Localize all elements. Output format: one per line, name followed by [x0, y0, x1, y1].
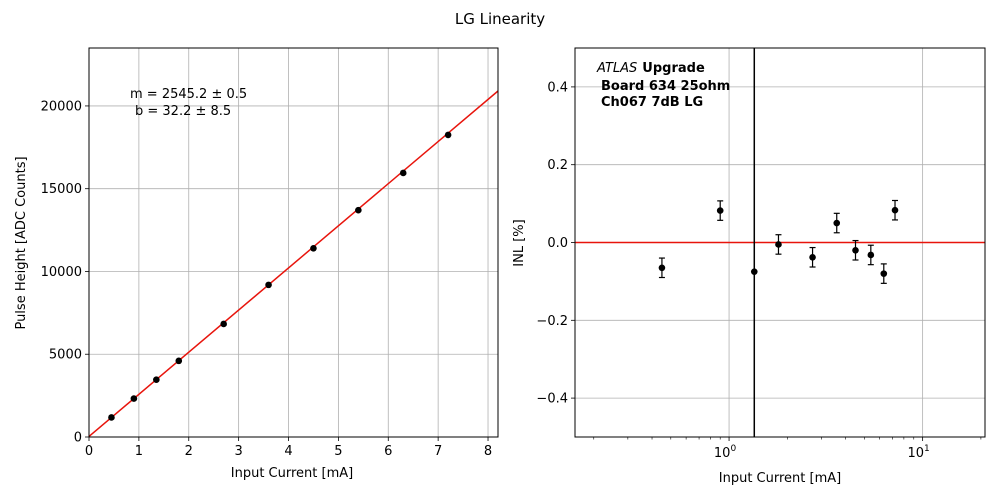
- left-y-ticks: 0 5000 10000 15000 20000: [41, 99, 89, 446]
- inl-data-point: [852, 246, 859, 254]
- inl-data-point: [867, 251, 875, 259]
- left-y-axis-label: Pulse Height [ADC Counts]: [14, 156, 29, 329]
- fit-intercept-annotation: b = 32.2 ± 8.5: [135, 104, 231, 119]
- data-point: [310, 244, 317, 252]
- left-x-ticks: 0 1 2 3 4 5 6 7 8: [85, 437, 492, 459]
- left-axes-frame: [88, 47, 499, 438]
- data-point: [153, 376, 160, 384]
- data-point: [444, 131, 452, 139]
- data-point: [175, 357, 183, 365]
- left-x-tick-label: 7: [434, 444, 442, 459]
- fit-slope-annotation: m = 2545.2 ± 0.5: [130, 87, 247, 102]
- left-y-tick-label: 0: [74, 431, 82, 446]
- right-y-tick-label: 0.0: [547, 236, 568, 251]
- linearity-plot: 0 1 2 3 4 5 6 7 8 0 5000 10000 15000 20000 Input Cur…: [14, 47, 499, 481]
- inl-data-point: [809, 253, 816, 261]
- atlas-label-bold: Upgrade: [642, 61, 705, 76]
- left-grid: [88, 48, 498, 438]
- left-x-tick-label: 0: [85, 444, 93, 459]
- data-point: [130, 395, 138, 402]
- inl-data-point: [716, 207, 724, 214]
- left-x-tick-label: 5: [334, 444, 342, 459]
- atlas-label: ATLAS Upgrade: [596, 61, 705, 76]
- left-x-axis-label: Input Current [mA]: [231, 466, 353, 481]
- data-point: [220, 320, 227, 328]
- right-y-tick-label: 0.2: [547, 158, 568, 173]
- left-x-tick-label: 3: [234, 444, 242, 459]
- figure-title: LG Linearity: [455, 10, 545, 28]
- right-x-axis-label: Input Current [mA]: [719, 471, 841, 486]
- right-y-tick-label: 0.4: [547, 80, 568, 95]
- left-x-tick-label: 6: [384, 444, 392, 459]
- data-point: [399, 169, 407, 177]
- right-data-points: [658, 199, 899, 284]
- right-y-ticks: −0.4 −0.2 0.0 0.2 0.4: [536, 80, 575, 407]
- left-x-tick-label: 2: [185, 444, 193, 459]
- atlas-label-italic: ATLAS: [596, 61, 637, 76]
- right-x-ticks: 100 101: [593, 437, 982, 461]
- inl-data-point: [658, 264, 666, 272]
- inl-data-point: [891, 206, 899, 214]
- channel-label: Ch067 7dB LG: [601, 95, 703, 110]
- left-y-tick-label: 20000: [41, 99, 82, 114]
- left-x-tick-label: 4: [284, 444, 292, 459]
- right-y-tick-label: −0.4: [536, 392, 568, 407]
- left-x-tick-label: 8: [484, 444, 492, 459]
- left-x-tick-label: 1: [135, 444, 143, 459]
- right-y-axis-label: INL [%]: [512, 219, 527, 266]
- inl-data-point: [750, 268, 758, 275]
- board-label: Board 634 25ohm: [601, 79, 730, 94]
- data-point: [355, 206, 362, 214]
- data-point: [265, 281, 272, 289]
- inl-plot: 100 101 −0.4 −0.2 0.0 0.2 0.4 Input Current […: [512, 47, 986, 486]
- left-data-points: [108, 131, 452, 421]
- inl-data-point: [833, 219, 841, 227]
- right-x-tick-label: 101: [907, 444, 929, 461]
- fit-line: [88, 90, 499, 438]
- left-y-tick-label: 5000: [49, 348, 82, 363]
- left-y-tick-label: 10000: [41, 265, 82, 280]
- data-point: [108, 414, 115, 421]
- right-y-tick-label: −0.2: [536, 314, 568, 329]
- inl-data-point: [775, 241, 782, 248]
- left-y-tick-label: 15000: [41, 182, 82, 197]
- right-x-tick-label: 100: [714, 444, 737, 461]
- inl-data-point: [880, 270, 888, 277]
- fit-line-path: [88, 90, 499, 438]
